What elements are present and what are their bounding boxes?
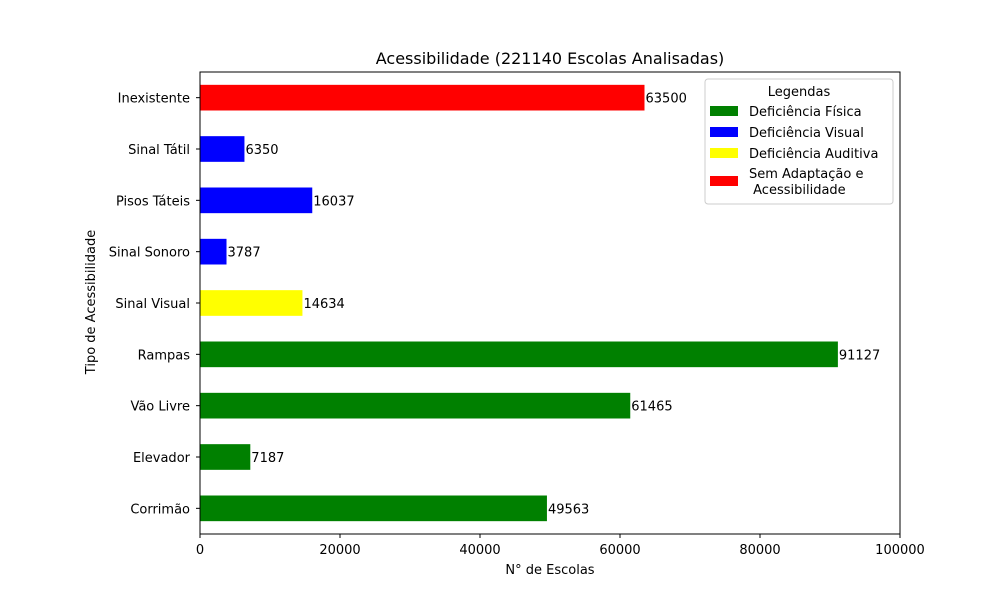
legend-box bbox=[704, 78, 894, 205]
value-label-1: 49563 bbox=[548, 502, 589, 517]
legend-label-fisica: Deficiência Física bbox=[749, 105, 862, 120]
legend-swatch-fisica bbox=[710, 106, 738, 116]
y-tick-label-6: Sinal Sonoro bbox=[109, 246, 190, 261]
y-tick-label-7: Pisos Táteis bbox=[116, 194, 190, 209]
y-tick-label-5: Sinal Visual bbox=[115, 297, 190, 312]
bar-8 bbox=[200, 136, 245, 162]
bar-7 bbox=[200, 187, 313, 214]
legend-label-auditiva: Deficiência Auditiva bbox=[749, 147, 878, 162]
y-tick-label-9: Inexistente bbox=[118, 92, 190, 107]
bar-5 bbox=[200, 290, 303, 316]
bar-9 bbox=[200, 84, 645, 111]
value-label-2: 7187 bbox=[251, 451, 284, 466]
legend-title: Legendas bbox=[768, 85, 831, 100]
y-axis-label: Tipo de Acessibilidade bbox=[84, 230, 99, 375]
value-label-9: 63500 bbox=[646, 92, 687, 107]
legend-label-visual: Deficiência Visual bbox=[749, 126, 864, 141]
bars: 49563 7187 61465 91127 14634 3787 16037 6350 635… bbox=[200, 84, 880, 522]
bar-4 bbox=[200, 341, 838, 368]
plot-frame bbox=[199, 71, 901, 535]
value-label-5: 14634 bbox=[303, 297, 344, 312]
x-tick-label-2: 20000 bbox=[319, 543, 360, 558]
bar-3 bbox=[200, 392, 631, 419]
y-tick-label-8: Sinal Tátil bbox=[128, 143, 190, 158]
bar-1 bbox=[200, 495, 547, 522]
y-tick-label-2: Elevador bbox=[133, 451, 191, 466]
axis-ticks: Corrimão Elevador Vão Livre Rampas Sinal Vis… bbox=[109, 92, 925, 558]
legend: Legendas Deficiência Física Deficiência Vi… bbox=[704, 78, 894, 205]
x-tick-label-4: 60000 bbox=[599, 543, 640, 558]
value-label-6: 3787 bbox=[228, 246, 261, 261]
y-tick-label-1: Corrimão bbox=[130, 502, 190, 517]
y-tick-label-3: Vão Livre bbox=[130, 400, 190, 415]
value-label-4: 91127 bbox=[839, 348, 880, 363]
chart-title: Acessibilidade (221140 Escolas Analisada… bbox=[376, 49, 725, 68]
legend-swatch-sem bbox=[710, 176, 738, 186]
value-label-7: 16037 bbox=[313, 194, 354, 209]
bar-2 bbox=[200, 444, 251, 470]
value-label-8: 6350 bbox=[245, 143, 278, 158]
x-tick-label-5: 80000 bbox=[739, 543, 780, 558]
bar-6 bbox=[200, 238, 227, 265]
y-tick-label-4: Rampas bbox=[138, 348, 191, 363]
x-axis-label: N° de Escolas bbox=[505, 563, 594, 578]
x-tick-label-1: 0 bbox=[196, 543, 204, 558]
x-tick-label-6: 100000 bbox=[875, 543, 925, 558]
x-tick-label-3: 40000 bbox=[459, 543, 500, 558]
legend-swatch-auditiva bbox=[710, 148, 738, 158]
legend-swatch-visual bbox=[710, 127, 738, 137]
legend-label-sem: Sem Adaptação e Acessibilidade bbox=[749, 167, 863, 198]
value-label-3: 61465 bbox=[631, 400, 672, 415]
